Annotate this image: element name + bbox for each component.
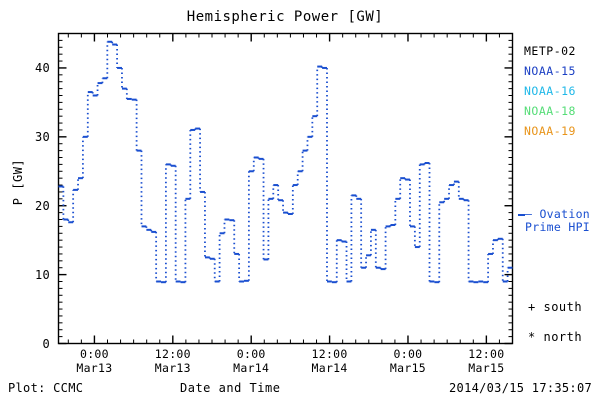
x-axis-ticks <box>67 33 513 344</box>
legend-ovation-dash-1 <box>518 214 525 216</box>
x-tick-time: 12:00 <box>154 347 191 361</box>
y-axis-ticks <box>58 33 513 345</box>
legend-ovation-line2: Prime HPI <box>525 220 591 234</box>
legend-item-metp-02[interactable]: METP-02 <box>524 44 576 58</box>
x-tick-time: 12:00 <box>468 347 505 361</box>
x-tick-date: Mar13 <box>76 360 113 375</box>
x-tick-label-1: 12:00 Mar13 <box>133 347 213 375</box>
legend-item-noaa-18[interactable]: NOAA-18 <box>524 104 576 118</box>
plus-icon: + <box>528 300 536 314</box>
x-tick-date: Mar15 <box>389 360 427 375</box>
legend-item-noaa-15[interactable]: NOAA-15 <box>524 64 576 78</box>
legend-ovation: — Ovation Prime HPI <box>525 208 590 234</box>
y-tick-label-10: 10 <box>34 267 50 282</box>
data-series-layer <box>58 40 513 284</box>
asterisk-icon: * <box>528 330 536 344</box>
x-tick-label-0: 0:00 Mar13 <box>54 347 134 375</box>
legend-marker-south-label: south <box>543 300 583 314</box>
legend-item-noaa-16[interactable]: NOAA-16 <box>524 84 576 98</box>
x-tick-time: 12:00 <box>311 347 348 361</box>
y-tick-label-20: 20 <box>34 198 50 213</box>
x-tick-label-2: 0:00 Mar14 <box>211 347 291 375</box>
x-tick-label-3: 12:00 Mar14 <box>290 347 370 375</box>
x-tick-time: 0:00 <box>236 347 266 361</box>
x-tick-date: Mar15 <box>468 360 505 375</box>
x-tick-time: 0:00 <box>79 347 109 361</box>
legend-marker-north: * north <box>528 330 582 344</box>
x-axis-label: Date and Time <box>180 381 281 395</box>
x-tick-date: Mar14 <box>311 360 348 375</box>
plot-frame <box>57 32 514 345</box>
x-tick-label-4: 0:00 Mar15 <box>368 347 448 375</box>
footer-timestamp: 2014/03/15 17:35:07 <box>449 381 592 395</box>
legend-item-noaa-19[interactable]: NOAA-19 <box>524 124 576 138</box>
legend-ovation-line1: — Ovation <box>525 207 591 221</box>
x-tick-time: 0:00 <box>393 347 423 361</box>
y-tick-label-0: 0 <box>42 336 50 351</box>
legend-marker-north-label: north <box>543 330 583 344</box>
x-tick-date: Mar14 <box>233 360 270 375</box>
y-tick-label-30: 30 <box>34 129 50 144</box>
footer-plot-source: Plot: CCMC <box>8 381 84 395</box>
y-tick-label-40: 40 <box>34 60 50 75</box>
legend-marker-south: + south <box>528 300 582 314</box>
x-tick-date: Mar13 <box>154 360 191 375</box>
page-title: Hemispheric Power [GW] <box>186 9 384 25</box>
x-tick-label-5: 12:00 Mar15 <box>446 347 526 375</box>
